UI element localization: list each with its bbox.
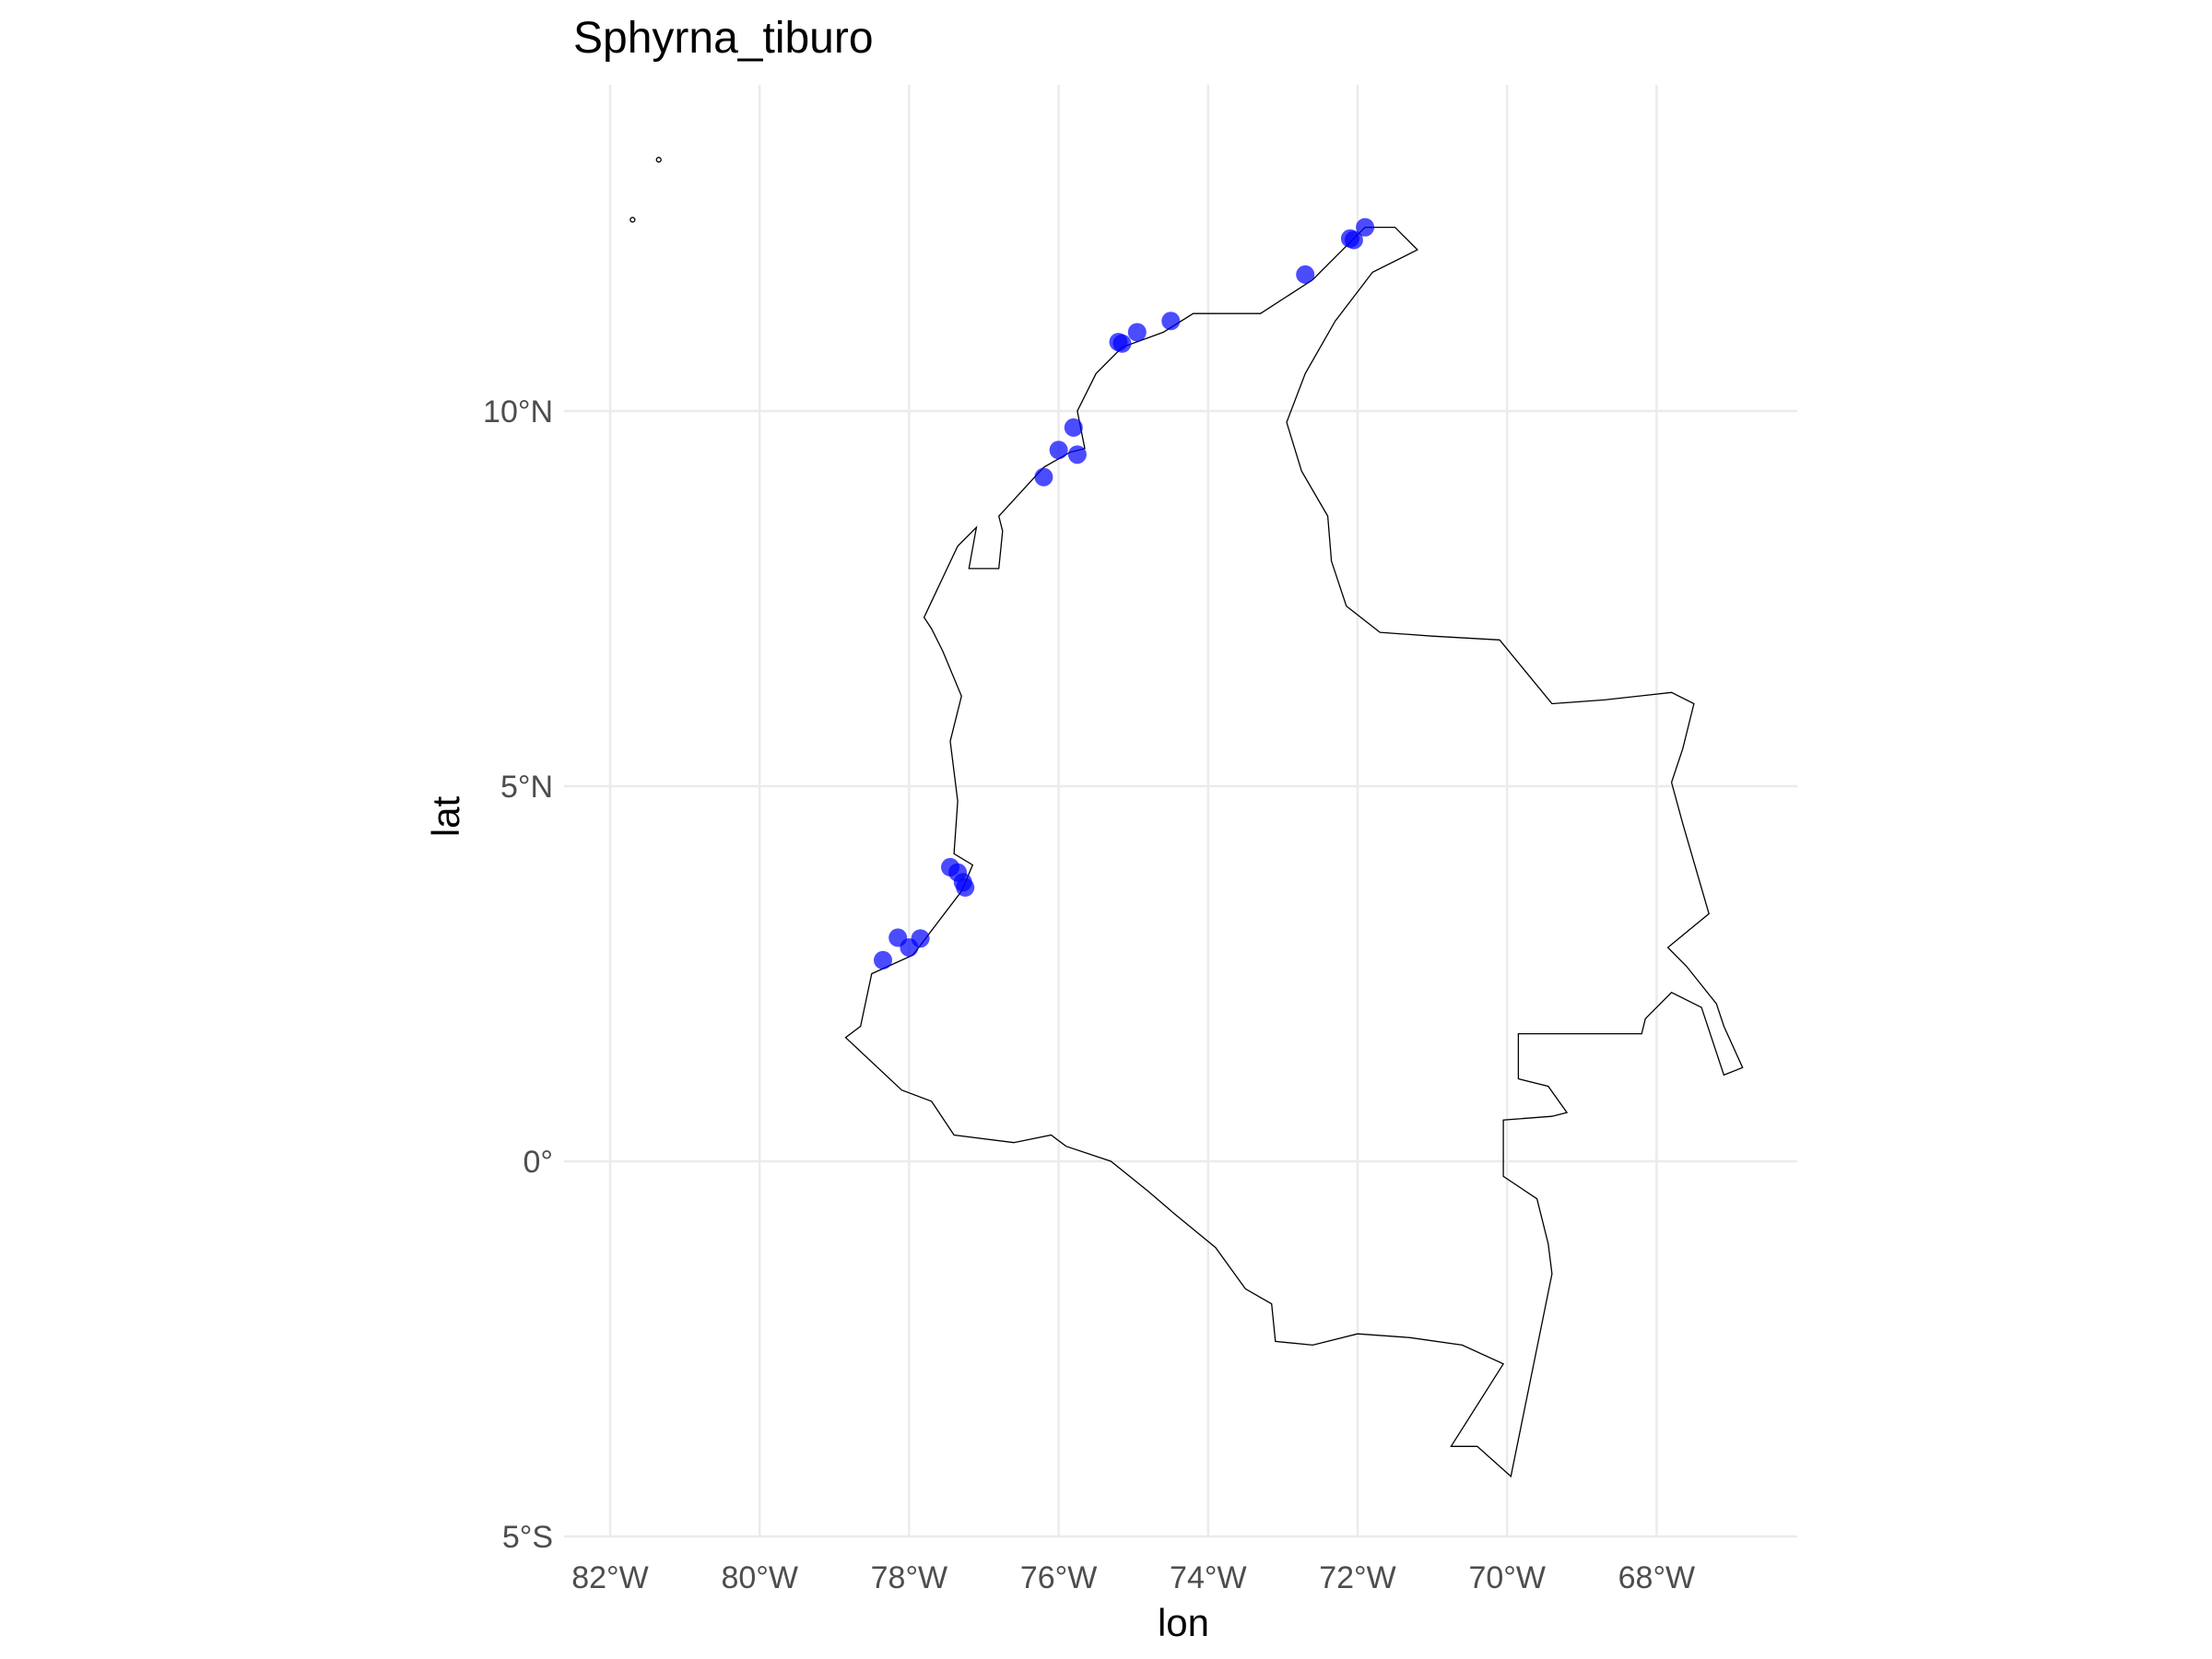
occurrence-point (1161, 312, 1181, 331)
x-tick-label: 74°W (1170, 1560, 1247, 1595)
occurrence-point (1356, 218, 1375, 237)
occurrence-point (1127, 323, 1147, 342)
y-tick-label: 5°S (502, 1520, 553, 1555)
y-axis-ticks: 10°N 5°N 0° 5°S (483, 394, 553, 1555)
country-outline (844, 226, 1744, 1478)
chart-title: Sphyrna_tiburo (573, 14, 874, 63)
occurrence-point (900, 938, 919, 957)
occurrence-point (1064, 418, 1083, 437)
x-tick-label: 76°W (1020, 1560, 1098, 1595)
occurrence-point (1049, 441, 1068, 460)
occurrence-point (1034, 467, 1053, 487)
x-tick-label: 78°W (871, 1560, 948, 1595)
occurrence-points (874, 218, 1375, 970)
island-marker (629, 217, 636, 223)
x-tick-label: 80°W (721, 1560, 798, 1595)
occurrence-point (874, 950, 892, 970)
y-tick-label: 10°N (483, 394, 553, 429)
x-axis-label: lon (1158, 1601, 1209, 1644)
y-axis-label: lat (424, 795, 467, 837)
y-tick-label: 0° (523, 1145, 553, 1180)
x-tick-label: 68°W (1618, 1560, 1696, 1595)
x-tick-label: 72°W (1319, 1560, 1396, 1595)
occurrence-point (956, 877, 975, 897)
grid-lines (564, 85, 1797, 1538)
y-tick-label: 5°N (500, 770, 553, 805)
occurrence-point (1109, 333, 1128, 352)
x-tick-label: 82°W (571, 1560, 649, 1595)
occurrence-point (1067, 445, 1087, 465)
occurrence-point (1296, 265, 1315, 284)
island-marker (655, 157, 662, 163)
occurrence-point (1344, 230, 1363, 250)
island-markers (629, 157, 662, 223)
x-tick-label: 70°W (1468, 1560, 1546, 1595)
x-axis-ticks: 82°W 80°W 78°W 76°W 74°W 72°W 70°W 68°W (571, 1560, 1695, 1595)
